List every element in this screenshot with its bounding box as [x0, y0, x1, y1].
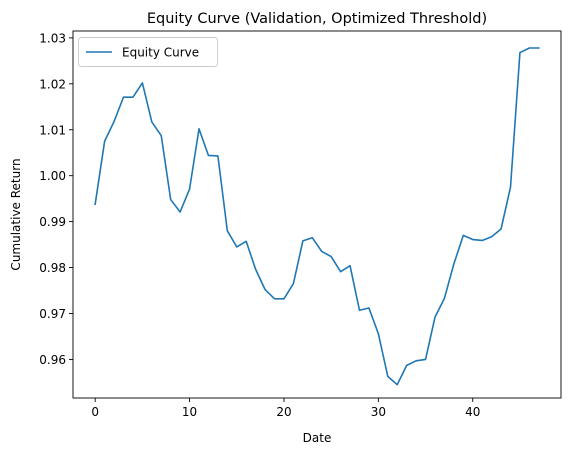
plot-area: [73, 31, 561, 398]
y-tick-label: 0.98: [39, 261, 66, 275]
chart-title: Equity Curve (Validation, Optimized Thre…: [147, 11, 487, 27]
x-tick-label: 40: [465, 405, 480, 419]
legend-box: [78, 37, 218, 67]
y-tick-label: 1.00: [39, 169, 66, 183]
y-tick-label: 1.03: [39, 31, 66, 45]
y-tick-label: 0.97: [39, 307, 66, 321]
x-axis-ticks: 0 10 20 30 40: [91, 398, 480, 419]
x-tick-label: 10: [182, 405, 197, 419]
x-tick-label: 30: [371, 405, 386, 419]
plot-frame: [72, 30, 562, 399]
x-tick-label: 0: [91, 405, 99, 419]
y-axis-ticks: 0.96 0.97 0.98 0.99 1.00 1.01 1.02 1.03: [39, 31, 73, 367]
legend-label-equity-curve: Equity Curve: [122, 46, 199, 60]
series-group: [94, 47, 540, 386]
y-tick-label: 0.99: [39, 215, 66, 229]
y-tick-label: 1.01: [39, 123, 66, 137]
y-tick-label: 1.02: [39, 77, 66, 91]
y-axis-label: Cumulative Return: [9, 158, 23, 270]
x-tick-label: 20: [276, 405, 291, 419]
y-tick-label: 0.96: [39, 353, 66, 367]
legend: Equity Curve: [78, 37, 218, 67]
x-axis-label: Date: [303, 431, 332, 445]
series-line-equity-curve: [94, 47, 540, 386]
